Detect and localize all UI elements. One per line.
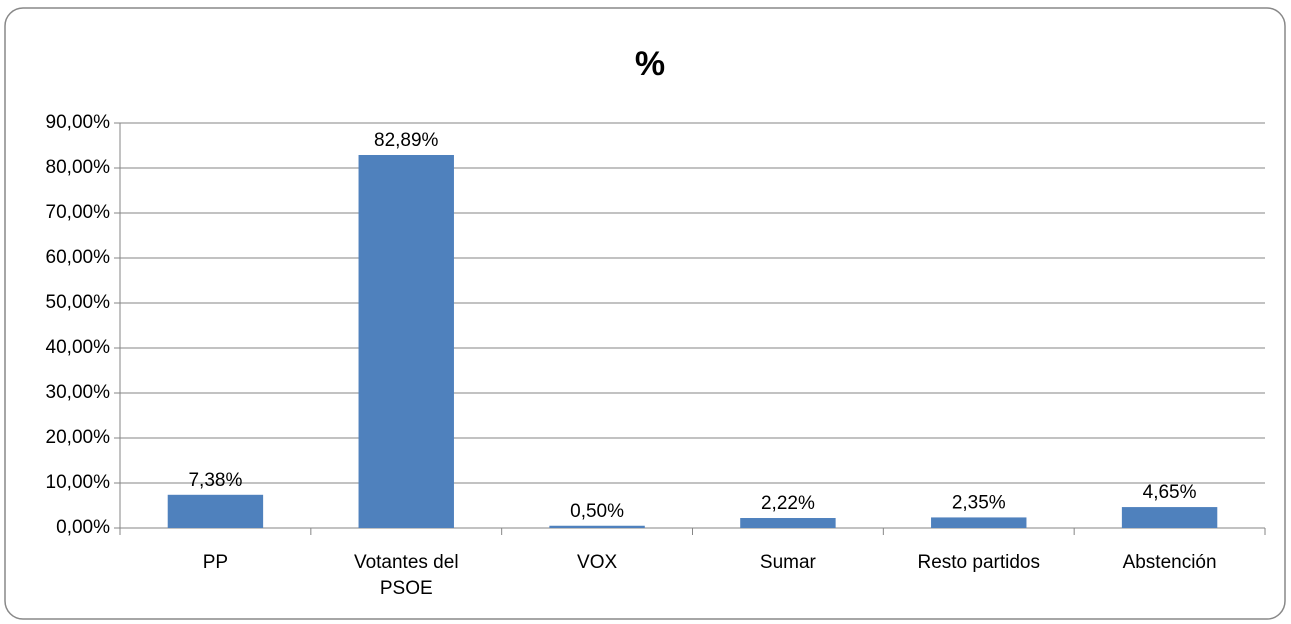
y-tick-label: 20,00% xyxy=(46,427,111,448)
bar xyxy=(167,494,264,528)
y-tick-label: 50,00% xyxy=(46,292,111,313)
chart-border xyxy=(4,7,1286,620)
y-tick-label: 60,00% xyxy=(46,247,111,268)
data-label: 4,65% xyxy=(1143,482,1197,503)
y-tick-label: 30,00% xyxy=(46,382,111,403)
x-tick-label: Resto partidos xyxy=(917,552,1040,573)
data-label: 2,35% xyxy=(952,492,1006,513)
data-label: 2,22% xyxy=(761,493,815,514)
data-label: 82,89% xyxy=(374,130,439,151)
y-tick-label: 40,00% xyxy=(46,337,111,358)
x-tick-label: Sumar xyxy=(759,552,816,573)
x-tick-label: PP xyxy=(202,552,229,573)
x-tick-label: VOX xyxy=(577,552,618,573)
x-tick-label: Abstención xyxy=(1122,552,1217,573)
y-tick-label: 0,00% xyxy=(56,517,110,538)
data-label: 0,50% xyxy=(570,501,624,522)
bar xyxy=(358,154,454,528)
y-tick-label: 80,00% xyxy=(46,157,111,178)
y-tick-label: 70,00% xyxy=(46,202,111,223)
bar xyxy=(931,517,1027,528)
bar xyxy=(549,525,645,528)
x-tick-label: Votantes del PSOE xyxy=(353,552,459,599)
chart-title: % xyxy=(635,45,665,83)
data-label: 7,38% xyxy=(188,470,242,491)
y-tick-label: 10,00% xyxy=(46,472,111,493)
bar xyxy=(740,518,836,528)
y-tick-label: 90,00% xyxy=(46,112,111,133)
bar xyxy=(1121,507,1218,528)
